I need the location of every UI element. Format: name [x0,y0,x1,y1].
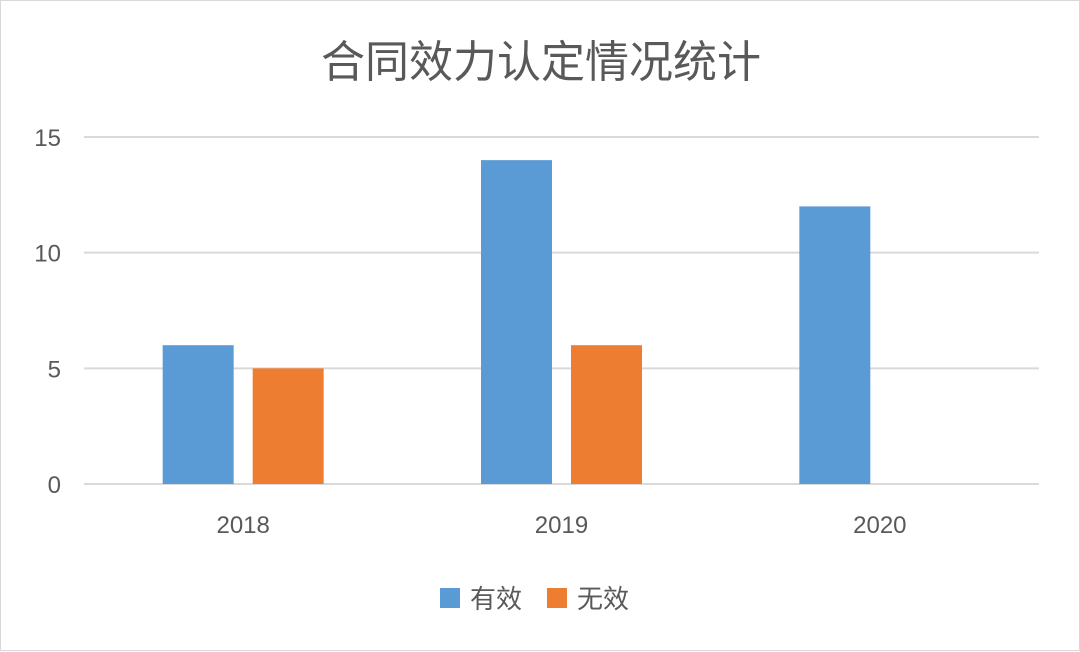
x-tick-label: 2020 [853,512,906,539]
bar-2019-有效 [481,160,552,484]
legend-swatch-有效 [440,588,460,608]
bar-2019-无效 [571,345,642,484]
y-tick-label: 0 [48,472,61,499]
x-tick-label: 2018 [216,512,269,539]
gridlines [84,136,1039,485]
legend: 有效 无效 [440,585,629,615]
bars [162,160,871,484]
legend-swatch-无效 [547,588,567,608]
x-axis-ticks: 2018 2019 2020 [216,512,906,539]
y-tick-label: 5 [48,356,61,383]
x-tick-label: 2019 [535,512,588,539]
y-axis-ticks: 0 5 10 15 [34,125,61,499]
y-tick-label: 10 [34,241,61,268]
chart-title: 合同效力认定情况统计 [321,37,761,88]
y-tick-label: 15 [34,125,61,152]
bar-2018-有效 [162,345,234,484]
bar-2018-无效 [252,368,324,484]
legend-label: 无效 [577,585,629,615]
bar-2020-有效 [799,206,871,484]
legend-label: 有效 [470,585,522,615]
